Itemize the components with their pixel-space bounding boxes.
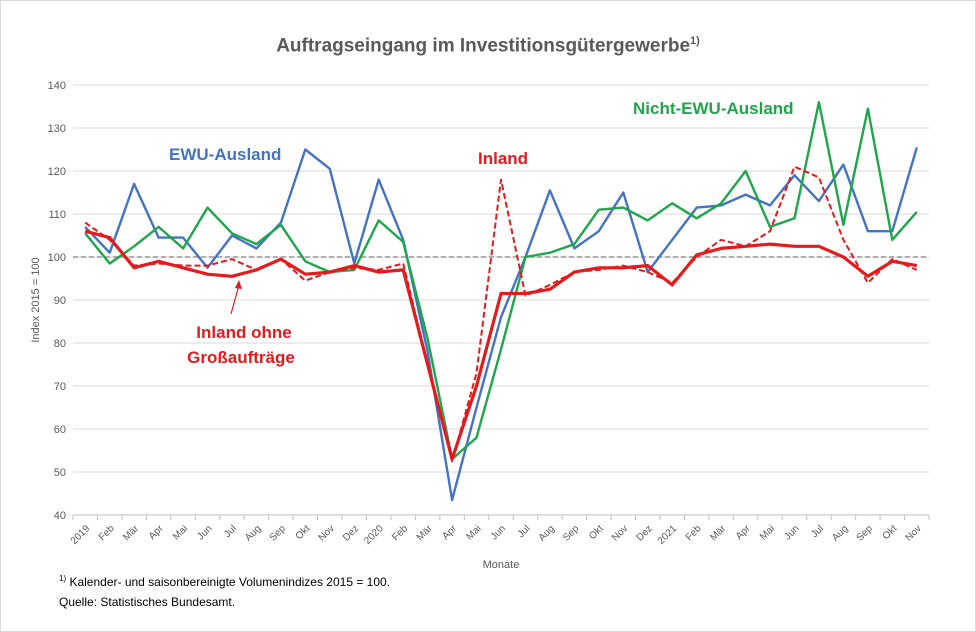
x-tick-label: Nov xyxy=(610,523,630,543)
y-tick-label: 110 xyxy=(48,209,66,221)
footnote-mark: 1) xyxy=(59,574,67,583)
x-tick-label: Jul xyxy=(222,523,239,540)
x-tick-label: Sep xyxy=(855,523,876,544)
x-axis: 2019 Feb Mär Apr Mai Jun Jul Aug Sep Okt Nov Dez 202… xyxy=(69,514,930,547)
y-tick-label: 140 xyxy=(48,80,66,92)
y-tick-label: 100 xyxy=(48,252,66,264)
x-tick-label: Dez xyxy=(341,523,361,543)
x-tick-label: Sep xyxy=(561,523,582,544)
x-tick-label: Mai xyxy=(758,523,777,542)
y-tick-label: 40 xyxy=(54,510,66,522)
x-tick-label: Jul xyxy=(809,523,826,540)
footnote: 1) Kalender- und saisonbereinigte Volume… xyxy=(59,574,390,589)
x-tick-label: Mär xyxy=(415,523,435,543)
y-tick-label: 60 xyxy=(54,424,66,436)
x-tick-label: Nov xyxy=(317,523,337,543)
y-tick-label: 130 xyxy=(48,123,66,135)
x-tick-label: Aug xyxy=(537,523,557,543)
x-tick-label: Okt xyxy=(881,523,900,542)
x-tick-label: Mär xyxy=(708,523,728,543)
annotation-ewu-ausland: EWU-Ausland xyxy=(169,145,281,164)
y-axis-ticks: 40 50 60 70 80 90 100 110 120 130 140 xyxy=(48,80,66,522)
x-tick-label: Feb xyxy=(684,523,704,543)
series-line-inland xyxy=(84,165,918,463)
annotation-nicht-ewu-ausland: Nicht-EWU-Ausland xyxy=(633,99,794,118)
y-tick-label: 80 xyxy=(54,338,66,350)
series-line-inland-ohne-grossauftraege xyxy=(84,229,918,461)
x-tick-label: 2019 xyxy=(69,523,93,547)
footnote-text: Kalender- und saisonbereinigte Volumenin… xyxy=(66,575,391,589)
x-tick-label: Feb xyxy=(390,523,410,543)
source-note: Quelle: Statistisches Bundesamt. xyxy=(59,595,236,609)
y-tick-label: 90 xyxy=(54,295,66,307)
y-tick-label: 70 xyxy=(54,381,66,393)
x-tick-label: Apr xyxy=(440,523,459,542)
x-tick-label: Dez xyxy=(634,523,654,543)
x-tick-label: 2021 xyxy=(656,523,680,547)
x-tick-label: Feb xyxy=(97,523,117,543)
x-tick-label: Jul xyxy=(516,523,533,540)
x-axis-label: Monate xyxy=(483,559,520,571)
annotation-arrow xyxy=(230,280,242,315)
chart-title-footnote-mark: 1) xyxy=(690,35,700,47)
x-tick-label: Aug xyxy=(830,523,850,543)
annotation-inland-ohne-grossauftraege-line2: Großaufträge xyxy=(187,348,295,367)
x-tick-label: Okt xyxy=(587,523,606,542)
x-tick-label: Mai xyxy=(464,523,483,542)
x-tick-label: Nov xyxy=(903,523,923,543)
y-tick-label: 50 xyxy=(54,467,66,479)
x-tick-label: Aug xyxy=(243,523,263,543)
annotation-inland: Inland xyxy=(478,149,528,168)
x-tick-label: Mai xyxy=(171,523,190,542)
annotation-inland-ohne-grossauftraege-line1: Inland ohne xyxy=(196,323,291,342)
x-tick-label: Mär xyxy=(121,523,141,543)
x-tick-label: Okt xyxy=(294,523,313,542)
x-tick-label: 2020 xyxy=(362,523,386,547)
series-line-ewu-ausland xyxy=(84,147,918,502)
series-line-nicht-ewu-ausland xyxy=(84,100,918,461)
x-tick-label: Jun xyxy=(782,523,801,542)
x-tick-label: Jun xyxy=(195,523,214,542)
chart-title-text: Auftragseingang im Investitionsgütergewe… xyxy=(276,35,691,57)
x-tick-label: Apr xyxy=(734,523,753,542)
series-lines xyxy=(84,100,918,502)
y-tick-label: 120 xyxy=(48,166,66,178)
chart-title: Auftragseingang im Investitionsgütergewe… xyxy=(1,35,975,57)
x-tick-label: Sep xyxy=(268,523,289,544)
y-axis-label: Index 2015 = 100 xyxy=(30,257,42,342)
x-tick-label: Jun xyxy=(489,523,508,542)
x-tick-label: Apr xyxy=(147,523,166,542)
